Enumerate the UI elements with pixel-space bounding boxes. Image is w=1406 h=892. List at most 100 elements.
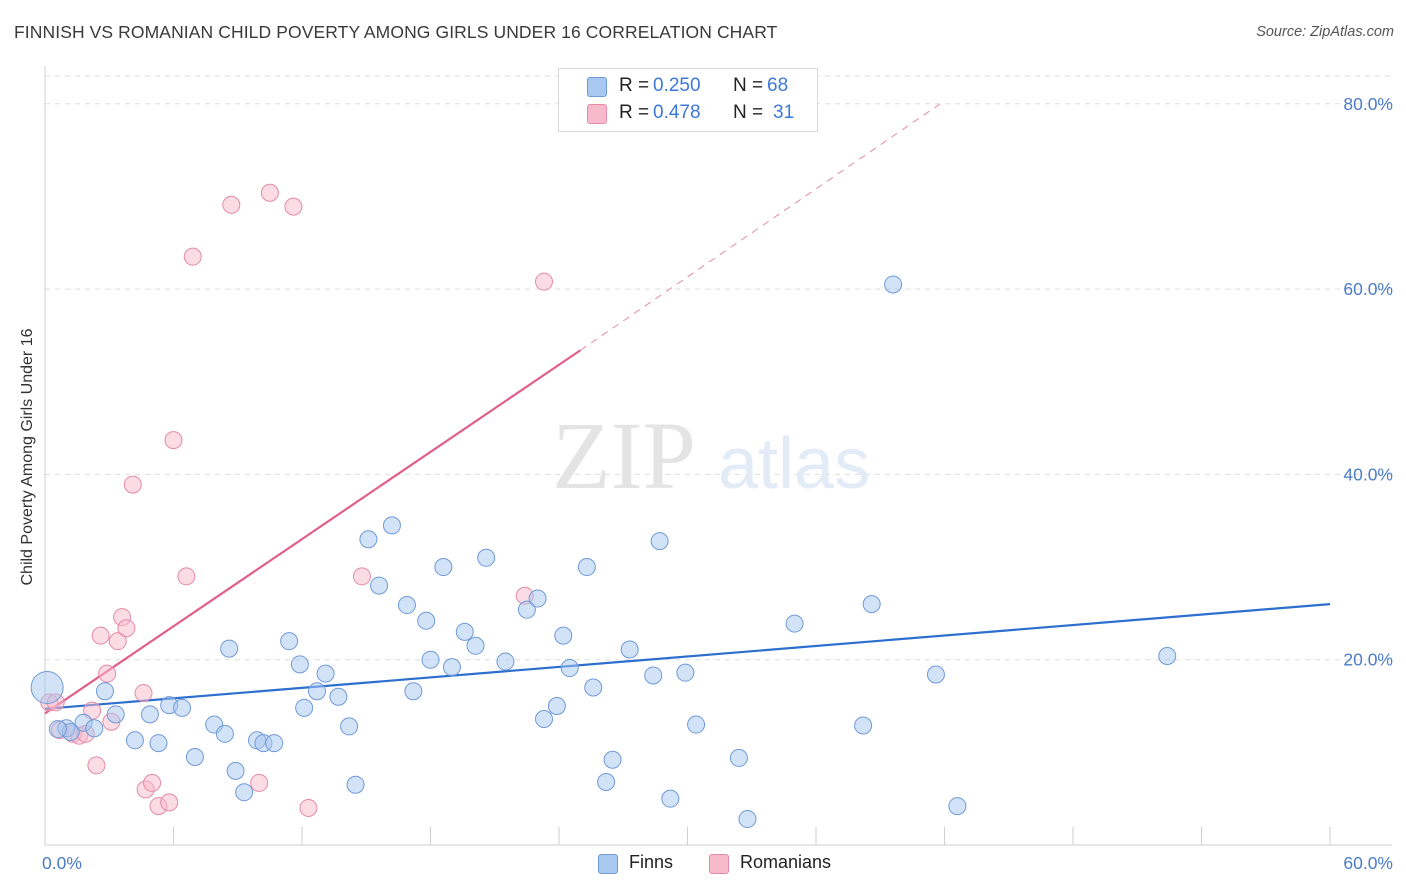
romanians-point <box>299 798 318 817</box>
finns-point <box>421 650 440 669</box>
finns-point <box>215 724 234 743</box>
y-tick-label: 60.0% <box>1343 279 1393 299</box>
finns-point <box>346 775 365 794</box>
finns-point <box>173 698 192 717</box>
romanians-trend-extension <box>580 103 941 351</box>
romanians-point <box>117 619 136 638</box>
finns-point <box>466 636 485 655</box>
correlation-legend: R = 0.250 N = 68 R = 0.478 N = 31 <box>558 68 818 132</box>
finns-point <box>517 600 536 619</box>
finns-point <box>644 666 663 685</box>
romanians-point <box>108 632 127 651</box>
legend-n-label: N = <box>733 102 764 123</box>
finns-point <box>738 810 757 829</box>
romanians-point <box>143 773 162 792</box>
x-tick-label: 0.0% <box>42 853 82 873</box>
romanians-swatch <box>587 104 607 124</box>
romanians-point <box>164 431 183 450</box>
finns-point <box>106 705 125 724</box>
finns-point <box>884 275 903 294</box>
finns-point <box>862 595 881 614</box>
finns-point <box>382 516 401 535</box>
finns-point <box>535 709 554 728</box>
chart-title: FINNISH VS ROMANIAN CHILD POVERTY AMONG … <box>14 22 778 42</box>
finns-point <box>661 789 680 808</box>
romanians-point <box>250 773 269 792</box>
finns-point <box>687 715 706 734</box>
finns-point <box>854 716 873 735</box>
finns-point <box>442 658 461 677</box>
romanians-point <box>183 247 202 266</box>
finns-point <box>370 576 389 595</box>
finns-point <box>1158 646 1177 665</box>
finns-point <box>496 652 515 671</box>
finns-point <box>30 670 64 704</box>
finns-point <box>125 731 144 750</box>
legend-n-label: N = <box>733 75 764 96</box>
finns-point <box>280 632 299 651</box>
tick-labels: 20.0% 40.0% 60.0% 80.0% 0.0% 60.0% <box>42 94 1393 873</box>
finns-point <box>316 664 335 683</box>
finns-point <box>290 655 309 674</box>
svg-text:ZIP: ZIP <box>552 402 696 509</box>
romanians-n-value: 31 <box>773 102 795 123</box>
finns-point <box>85 719 104 738</box>
finns-r-value: 0.250 <box>653 75 701 96</box>
finns-legend-label: Finns <box>629 852 674 872</box>
romanians-point <box>91 626 110 645</box>
axes <box>44 66 1392 846</box>
romanians-legend-label: Romanians <box>740 852 832 872</box>
romanians-point <box>160 793 179 812</box>
finns-point <box>307 682 326 701</box>
finns-point <box>926 665 945 684</box>
finns-point <box>404 682 423 701</box>
source-label: Source: ZipAtlas.com <box>1256 24 1394 40</box>
finns-point <box>329 687 348 706</box>
finns-point <box>560 659 579 678</box>
finns-point <box>577 558 596 577</box>
finns-point <box>340 717 359 736</box>
finns-point <box>477 548 496 567</box>
finns-point <box>185 747 204 766</box>
finns-point <box>434 558 453 577</box>
svg-text:atlas: atlas <box>718 424 870 504</box>
legend-r-label: R = <box>619 75 650 96</box>
finns-point <box>359 530 378 549</box>
watermark-logo: ZIP atlas <box>552 402 870 509</box>
finns-point <box>95 682 114 701</box>
finns-point <box>48 720 67 739</box>
finns-point <box>547 697 566 716</box>
legend-r-label: R = <box>619 102 650 123</box>
finns-point <box>676 663 695 682</box>
finns-point <box>265 734 284 753</box>
finns-point <box>650 532 669 551</box>
finns-point <box>417 611 436 630</box>
finns-point <box>620 640 639 659</box>
romanians-point <box>134 684 153 703</box>
finns-point <box>729 748 748 767</box>
finns-point <box>140 705 159 724</box>
finns-point <box>220 639 239 658</box>
x-tick-label: 60.0% <box>1343 853 1393 873</box>
finns-point <box>597 772 616 791</box>
finns-point <box>948 797 967 816</box>
romanians-trend-line <box>44 349 582 715</box>
romanians-point <box>98 664 117 683</box>
romanians-point <box>177 567 196 586</box>
finns-point <box>226 761 245 780</box>
finns-point <box>584 678 603 697</box>
romanians-r-value: 0.478 <box>653 102 701 123</box>
y-tick-label: 80.0% <box>1343 94 1393 114</box>
romanians-point <box>352 567 371 586</box>
finns-point <box>785 614 804 633</box>
finns-point <box>397 596 416 615</box>
finns-swatch <box>587 77 607 97</box>
finns-point <box>528 589 547 608</box>
gridlines <box>45 75 1392 661</box>
finns-point <box>455 622 474 641</box>
finns-point <box>603 750 622 769</box>
finns-point <box>295 698 314 717</box>
finns-trend-line <box>44 603 1331 710</box>
romanians-point <box>535 272 554 291</box>
romanians-point <box>87 756 106 775</box>
